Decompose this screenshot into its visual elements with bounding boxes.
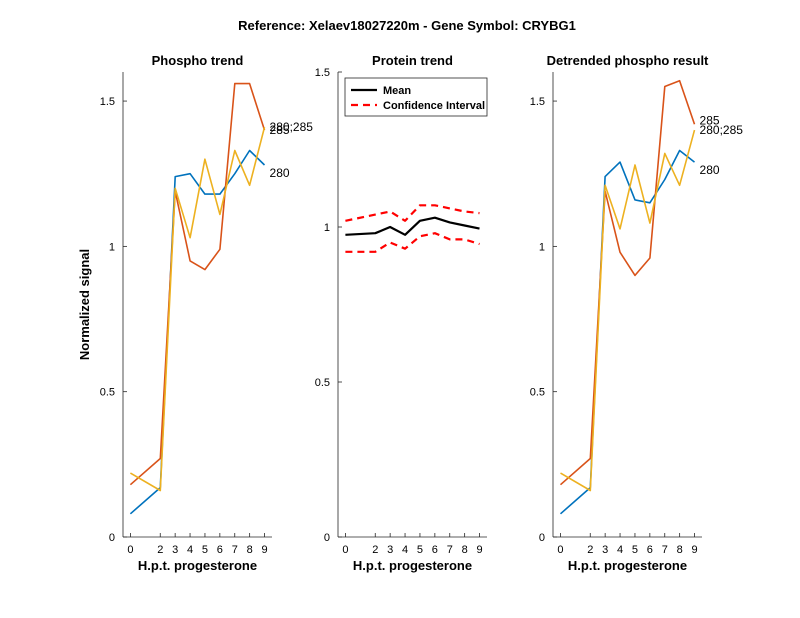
x-tick-label: 3 xyxy=(387,544,393,556)
series-line-280 xyxy=(129,149,266,515)
panel-title: Phospho trend xyxy=(152,53,244,68)
series-end-label: 285 xyxy=(270,123,290,137)
figure-suptitle: Reference: Xelaev18027220m - Gene Symbol… xyxy=(238,18,576,33)
x-tick-label: 4 xyxy=(402,544,408,556)
x-tick-label: 2 xyxy=(157,544,163,556)
y-tick-label: 1.5 xyxy=(530,96,545,108)
y-tick-label: 0 xyxy=(109,532,115,544)
series-line-confidence-interval xyxy=(345,204,480,222)
x-tick-label: 7 xyxy=(447,544,453,556)
legend-box xyxy=(344,77,488,117)
x-tick-label: 0 xyxy=(342,544,348,556)
legend-entry: Mean xyxy=(383,85,411,97)
x-axis-label: H.p.t. progesterone xyxy=(568,558,687,573)
series-line-280 xyxy=(559,149,695,515)
y-tick-label: 1 xyxy=(539,241,545,253)
x-tick-label: 3 xyxy=(172,544,178,556)
x-tick-label: 2 xyxy=(372,544,378,556)
y-tick-label: 0 xyxy=(539,532,545,544)
y-tick-label: 0.5 xyxy=(530,387,545,399)
x-tick-label: 9 xyxy=(476,544,482,556)
y-tick-label: 1.5 xyxy=(315,67,330,79)
x-tick-label: 7 xyxy=(232,544,238,556)
y-tick-label: 1 xyxy=(324,222,330,234)
series-line-285 xyxy=(129,82,266,486)
series-line-285 xyxy=(559,79,696,486)
x-tick-label: 5 xyxy=(202,544,208,556)
chart-panel-3: Detrended phospho result 0 0.5 1 1.5 0 2 3 4 5 6 7 8… xyxy=(530,53,744,573)
x-tick-label: 2 xyxy=(587,544,593,556)
x-tick-label: 4 xyxy=(187,544,193,556)
y-axis-label: Normalized signal xyxy=(77,249,92,360)
x-tick-label: 9 xyxy=(261,544,267,556)
chart-panel-1: Phospho trend 0 0.5 1 1.5 0 2 3 4 5 6 7 8 9 H.p.t. pro… xyxy=(77,53,313,573)
chart-panel-2: Protein trend 0 0.5 1 1.5 0 2 3 4 5 6 7 8 9 H.p.t. pro… xyxy=(315,53,488,573)
x-tick-label: 7 xyxy=(662,544,668,556)
x-tick-label: 8 xyxy=(462,544,468,556)
x-axis-label: H.p.t. progesterone xyxy=(353,558,472,573)
x-tick-label: 6 xyxy=(432,544,438,556)
x-tick-label: 4 xyxy=(617,544,623,556)
y-tick-label: 1.5 xyxy=(100,96,115,108)
x-tick-label: 0 xyxy=(557,544,563,556)
x-axis-label: H.p.t. progesterone xyxy=(138,558,257,573)
x-tick-label: 8 xyxy=(247,544,253,556)
series-end-label: 280;285 xyxy=(700,123,744,137)
panel-title: Detrended phospho result xyxy=(547,53,709,68)
y-tick-label: 1 xyxy=(109,241,115,253)
chart-legend: Mean Confidence Interval xyxy=(344,77,488,117)
series-end-label: 285 xyxy=(700,113,720,127)
panel-title: Protein trend xyxy=(372,53,453,68)
series-line-280-285 xyxy=(129,127,266,492)
x-tick-label: 3 xyxy=(602,544,608,556)
x-tick-label: 6 xyxy=(647,544,653,556)
series-line-mean xyxy=(345,216,480,236)
x-tick-label: 0 xyxy=(127,544,133,556)
legend-entry: Confidence Interval xyxy=(383,100,485,112)
y-tick-label: 0 xyxy=(324,532,330,544)
x-tick-label: 5 xyxy=(632,544,638,556)
series-end-label: 280;285 xyxy=(270,120,314,134)
y-tick-label: 0.5 xyxy=(100,387,115,399)
x-tick-label: 5 xyxy=(417,544,423,556)
x-tick-label: 6 xyxy=(217,544,223,556)
x-tick-label: 9 xyxy=(691,544,697,556)
y-tick-label: 0.5 xyxy=(315,377,330,389)
series-line-confidence-interval xyxy=(345,232,480,253)
x-tick-label: 8 xyxy=(677,544,683,556)
series-end-label: 280 xyxy=(270,166,290,180)
series-end-label: 280 xyxy=(700,163,720,177)
series-line-280-285 xyxy=(560,129,696,492)
